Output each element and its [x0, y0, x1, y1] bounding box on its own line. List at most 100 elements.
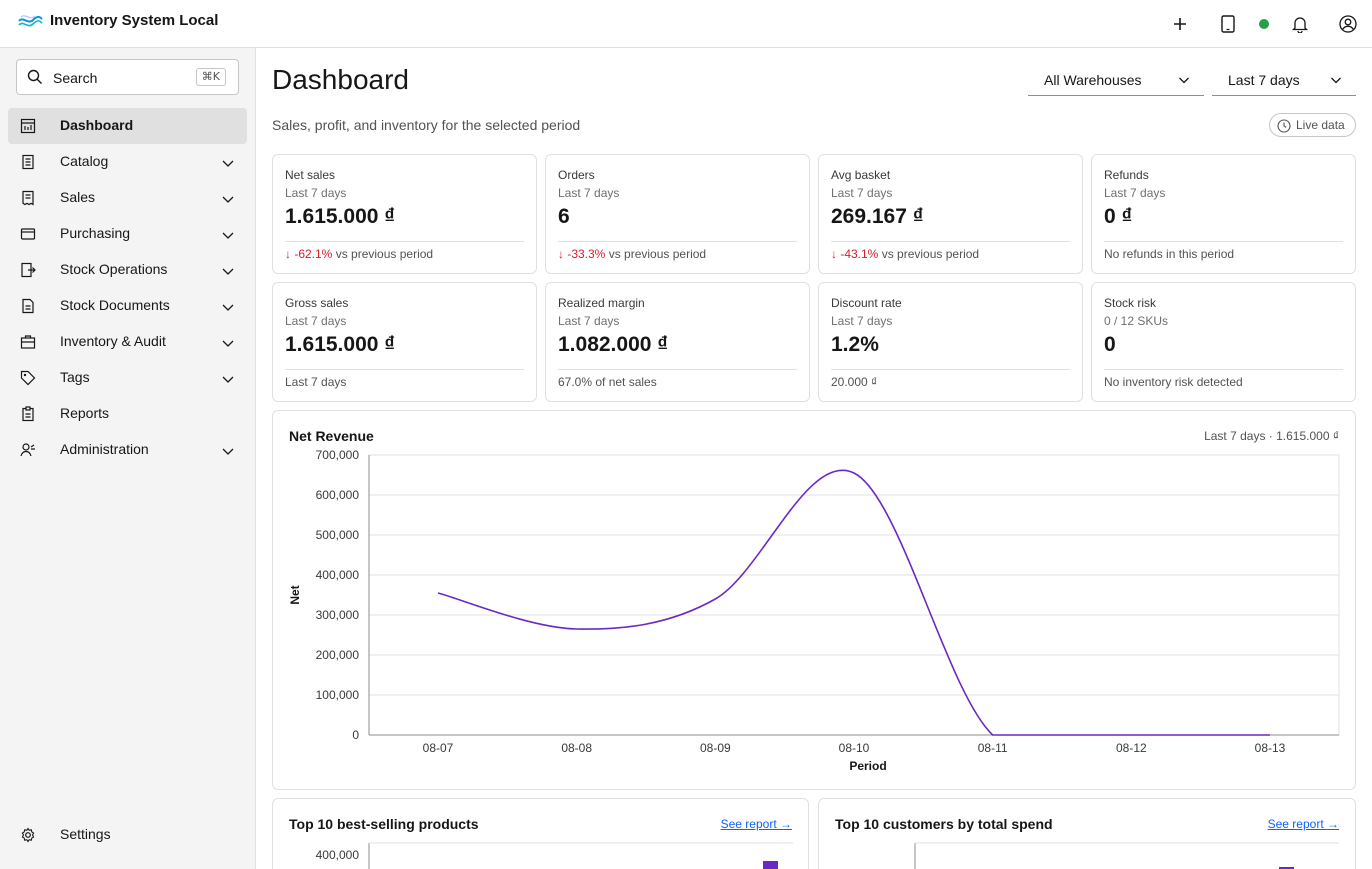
kpi-value: 1.615.000 ₫ — [285, 205, 396, 228]
tablet-mode-button[interactable] — [1216, 12, 1240, 36]
y-tick-label: 400,000 — [316, 568, 360, 582]
bell-icon — [1292, 17, 1308, 33]
kpi-card-refunds: Refunds Last 7 days 0 ₫ No refunds in th… — [1091, 154, 1356, 274]
x-tick-label: 08-08 — [561, 741, 592, 755]
sidebar-item-label: Purchasing — [60, 225, 131, 241]
chevron-down-icon — [222, 376, 234, 383]
kpi-label: Net sales — [285, 168, 336, 182]
sidebar-item-label: Stock Operations — [60, 261, 168, 277]
top-products-chart: 400,000 — [316, 842, 793, 869]
chevron-down-icon — [222, 448, 234, 455]
kpi-label: Orders — [558, 168, 595, 182]
report-icon — [22, 406, 34, 422]
kpi-card-avg-basket: Avg basket Last 7 days 269.167 ₫ ↓ -43.1… — [818, 154, 1083, 274]
chevron-down-icon — [222, 232, 234, 239]
sidebar-item-settings[interactable]: Settings — [8, 817, 247, 853]
user-avatar-icon — [1339, 15, 1357, 33]
kpi-period: Last 7 days — [558, 314, 620, 328]
kpi-period: Last 7 days — [285, 186, 347, 200]
kpi-footnote: ↓ -33.3% vs previous period — [558, 247, 706, 261]
sidebar-item-label: Stock Documents — [60, 297, 170, 313]
tag-icon — [20, 370, 36, 386]
sidebar-item-label: Catalog — [60, 153, 109, 169]
search-input[interactable]: Search ⌘K — [16, 59, 239, 95]
kpi-label: Realized margin — [558, 296, 645, 310]
kpi-foot-text: vs previous period — [335, 247, 434, 261]
notifications-button[interactable] — [1288, 12, 1312, 36]
panel-title: Top 10 best-selling products — [289, 816, 479, 832]
kpi-footnote: No inventory risk detected — [1104, 375, 1243, 389]
sidebar-item-sales[interactable]: Sales — [8, 180, 247, 216]
sidebar-item-inventory-audit[interactable]: Inventory & Audit — [8, 324, 247, 360]
kpi-divider — [558, 369, 797, 370]
sidebar: Search ⌘K Dashboard Catalog Sales Purcha… — [0, 48, 256, 869]
document-icon — [22, 298, 34, 314]
sidebar-item-dashboard[interactable]: Dashboard — [8, 108, 247, 144]
kpi-divider — [1104, 241, 1343, 242]
kpi-footnote: ↓ -43.1% vs previous period — [831, 247, 979, 261]
x-tick-label: 08-12 — [1116, 741, 1147, 755]
sidebar-item-reports[interactable]: Reports — [8, 396, 247, 432]
user-menu-button[interactable] — [1336, 12, 1360, 36]
kpi-card-orders: Orders Last 7 days 6 ↓ -33.3% vs previou… — [545, 154, 810, 274]
kpi-divider — [1104, 369, 1343, 370]
add-button[interactable] — [1168, 12, 1192, 36]
receipt-icon — [22, 190, 34, 206]
see-report-link[interactable]: See report → — [720, 817, 792, 831]
kpi-period: Last 7 days — [831, 314, 893, 328]
clock-icon — [1277, 119, 1291, 133]
period-select[interactable]: Last 7 days — [1212, 64, 1356, 96]
sidebar-item-label: Sales — [60, 189, 96, 205]
app-logo-icon — [18, 15, 43, 27]
top-products-panel: Top 10 best-selling products See report … — [272, 798, 809, 869]
sidebar-item-label: Tags — [60, 369, 90, 385]
kpi-footnote: Last 7 days — [285, 375, 347, 389]
kpi-period: Last 7 days — [1104, 186, 1166, 200]
search-placeholder: Search — [53, 70, 98, 86]
chevron-down-icon — [222, 196, 234, 203]
sidebar-item-purchasing[interactable]: Purchasing — [8, 216, 247, 252]
kpi-value: 1.082.000 ₫ — [558, 333, 669, 356]
x-tick-label: 08-09 — [700, 741, 731, 755]
connection-status-dot — [1259, 19, 1269, 29]
chevron-down-icon — [222, 268, 234, 275]
y-tick-label: 400,000 — [316, 848, 360, 862]
chevron-down-icon — [1179, 77, 1189, 84]
card-icon — [20, 228, 36, 240]
kpi-card-realized-margin: Realized margin Last 7 days 1.082.000 ₫ … — [545, 282, 810, 402]
see-report-link[interactable]: See report → — [1267, 817, 1339, 831]
sidebar-item-label: Reports — [60, 405, 110, 421]
kpi-card-discount-rate: Discount rate Last 7 days 1.2% 20.000 ₫ — [818, 282, 1083, 402]
kpi-delta: ↓ -62.1% — [285, 247, 333, 261]
net-revenue-chart: 0 100,000 200,000 300,000 400,000 500,000 600,… — [288, 448, 1340, 773]
sidebar-item-stock-operations[interactable]: Stock Operations — [8, 252, 247, 288]
chart-title: Net Revenue — [289, 428, 374, 444]
sidebar-item-tags[interactable]: Tags — [8, 360, 247, 396]
kpi-period: 0 / 12 SKUs — [1104, 314, 1169, 328]
panel-title: Top 10 customers by total spend — [835, 816, 1053, 832]
bar — [1279, 867, 1294, 869]
warehouse-select[interactable]: All Warehouses — [1028, 64, 1204, 96]
kpi-label: Avg basket — [831, 168, 891, 182]
sidebar-item-label: Settings — [60, 826, 111, 842]
sidebar-item-administration[interactable]: Administration — [8, 432, 247, 468]
kpi-divider — [558, 241, 797, 242]
sidebar-item-label: Administration — [60, 441, 149, 457]
chart-meta: Last 7 days · 1.615.000 ₫ — [1204, 429, 1339, 443]
kpi-label: Gross sales — [285, 296, 349, 310]
warehouse-select-value: All Warehouses — [1044, 72, 1142, 88]
kpi-footnote: 20.000 ₫ — [831, 375, 878, 389]
period-select-value: Last 7 days — [1228, 72, 1300, 88]
net-revenue-panel: Net Revenue Last 7 days · 1.615.000 ₫ 0 1… — [272, 410, 1356, 790]
page-title: Dashboard — [272, 64, 409, 95]
bar — [763, 861, 778, 869]
live-data-label: Live data — [1296, 118, 1345, 132]
kpi-label: Refunds — [1104, 168, 1149, 182]
catalog-icon — [22, 154, 34, 170]
kpi-foot-text: vs previous period — [608, 247, 707, 261]
kpi-divider — [831, 369, 1070, 370]
sidebar-item-catalog[interactable]: Catalog — [8, 144, 247, 180]
kpi-delta: ↓ -43.1% — [831, 247, 879, 261]
kpi-divider — [285, 241, 524, 242]
sidebar-item-stock-documents[interactable]: Stock Documents — [8, 288, 247, 324]
